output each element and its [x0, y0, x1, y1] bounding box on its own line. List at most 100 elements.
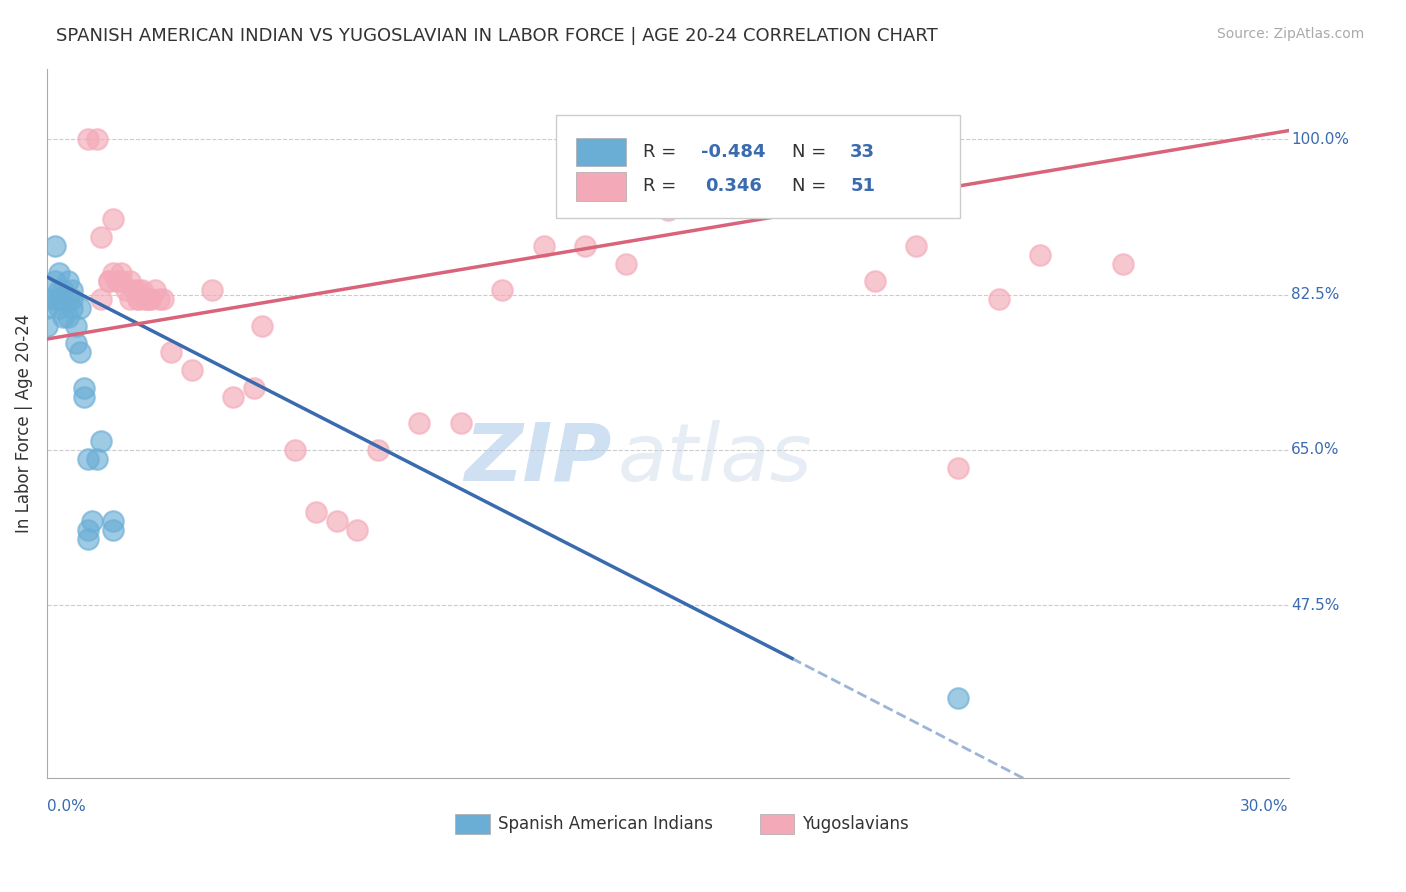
Point [143, 283, 166, 297]
Point [98, 274, 121, 288]
Point [73, 381, 96, 395]
Point [118, 274, 141, 288]
Point [131, 283, 153, 297]
Point [152, 292, 174, 306]
Point [305, 505, 328, 519]
Point [1029, 248, 1052, 262]
Text: 0.346: 0.346 [704, 178, 762, 195]
Point [122, 283, 145, 297]
Text: 51: 51 [851, 178, 876, 195]
Point [987, 292, 1010, 306]
Point [127, 292, 149, 306]
Point [52, 310, 75, 324]
Point [98, 274, 121, 288]
Text: N =: N = [792, 144, 832, 161]
Point [56, 274, 79, 288]
Point [180, 363, 202, 377]
Text: 65.0%: 65.0% [1291, 442, 1340, 458]
Text: 33: 33 [851, 144, 876, 161]
Text: 0.0%: 0.0% [46, 799, 86, 814]
Point [533, 239, 555, 253]
Point [946, 460, 969, 475]
Point [101, 212, 124, 227]
Point [367, 442, 389, 457]
Point [250, 318, 273, 333]
Text: R =: R = [643, 144, 682, 161]
Point [160, 345, 183, 359]
Point [48, 266, 70, 280]
Point [574, 239, 596, 253]
FancyBboxPatch shape [456, 814, 491, 834]
Point [77, 523, 100, 537]
Point [325, 514, 347, 528]
Point [73, 390, 96, 404]
Point [491, 283, 513, 297]
Point [86, 132, 108, 146]
Point [105, 274, 128, 288]
Point [222, 390, 245, 404]
Point [65, 318, 87, 333]
Point [148, 292, 170, 306]
Point [101, 514, 124, 528]
Text: ZIP: ZIP [464, 420, 612, 498]
Point [44, 274, 66, 288]
Point [201, 283, 224, 297]
FancyBboxPatch shape [555, 115, 959, 218]
Point [905, 239, 928, 253]
Point [48, 283, 70, 297]
Point [90, 230, 112, 244]
Point [863, 274, 886, 288]
Point [69, 301, 91, 315]
Text: atlas: atlas [619, 420, 813, 498]
Point [139, 292, 162, 306]
Point [135, 292, 157, 306]
Text: -0.484: -0.484 [702, 144, 766, 161]
Point [346, 523, 368, 537]
Point [90, 434, 112, 448]
Point [118, 292, 141, 306]
Point [52, 283, 75, 297]
Text: N =: N = [792, 178, 832, 195]
FancyBboxPatch shape [576, 138, 626, 167]
Point [408, 417, 430, 431]
Text: Source: ZipAtlas.com: Source: ZipAtlas.com [1216, 27, 1364, 41]
Text: 100.0%: 100.0% [1291, 132, 1350, 147]
Point [60, 292, 83, 306]
Text: Spanish American Indians: Spanish American Indians [498, 815, 713, 833]
Text: 47.5%: 47.5% [1291, 598, 1340, 613]
Text: 30.0%: 30.0% [1240, 799, 1289, 814]
Point [44, 292, 66, 306]
Text: R =: R = [643, 178, 688, 195]
Point [110, 274, 132, 288]
Point [90, 292, 112, 306]
Text: SPANISH AMERICAN INDIAN VS YUGOSLAVIAN IN LABOR FORCE | AGE 20-24 CORRELATION CH: SPANISH AMERICAN INDIAN VS YUGOSLAVIAN I… [56, 27, 938, 45]
Point [35, 301, 58, 315]
Point [114, 283, 136, 297]
Point [60, 283, 83, 297]
Point [35, 292, 58, 306]
Text: 82.5%: 82.5% [1291, 287, 1340, 302]
Point [77, 132, 100, 146]
Point [56, 310, 79, 324]
Point [946, 691, 969, 706]
Point [60, 301, 83, 315]
Point [135, 292, 157, 306]
Point [101, 266, 124, 280]
Point [657, 203, 679, 218]
Point [77, 451, 100, 466]
FancyBboxPatch shape [759, 814, 794, 834]
Point [86, 451, 108, 466]
Point [48, 292, 70, 306]
Point [127, 283, 149, 297]
Point [110, 266, 132, 280]
Point [44, 239, 66, 253]
Y-axis label: In Labor Force | Age 20-24: In Labor Force | Age 20-24 [15, 314, 32, 533]
Point [69, 345, 91, 359]
Point [35, 318, 58, 333]
Point [65, 336, 87, 351]
Point [139, 292, 162, 306]
Point [101, 523, 124, 537]
FancyBboxPatch shape [576, 172, 626, 201]
Point [77, 532, 100, 546]
Point [284, 442, 307, 457]
